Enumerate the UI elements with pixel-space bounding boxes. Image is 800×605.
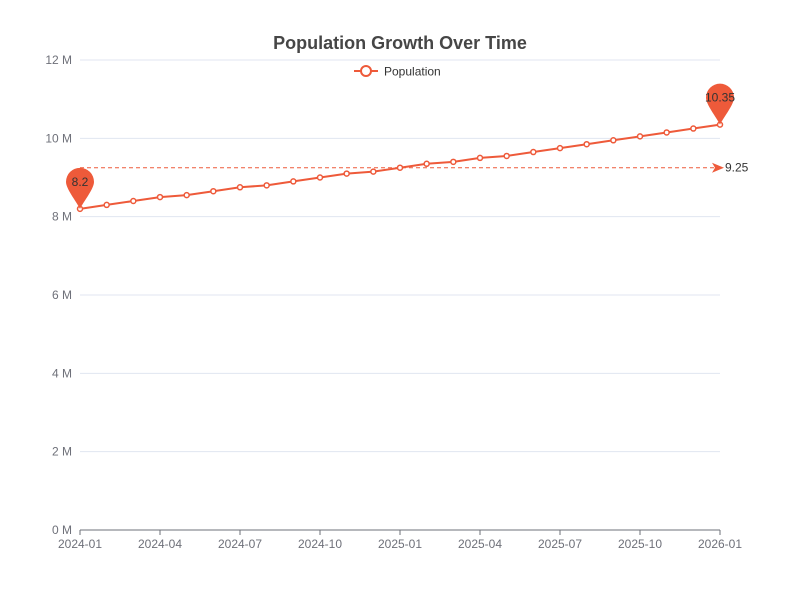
data-point[interactable] [583, 140, 590, 148]
average-line-arrow-icon [712, 162, 724, 173]
data-point[interactable] [236, 184, 244, 191]
data-point[interactable] [476, 154, 484, 162]
data-point[interactable] [210, 187, 217, 195]
x-tick-label: 2024-04 [138, 537, 182, 551]
data-point[interactable] [316, 174, 324, 181]
legend-label: Population [384, 65, 441, 79]
data-point[interactable] [450, 158, 457, 166]
x-tick-label: 2025-01 [378, 537, 422, 551]
data-point[interactable] [370, 168, 377, 175]
data-point[interactable] [183, 191, 190, 199]
data-point[interactable] [343, 170, 350, 177]
max-value-pin-label: 10.35 [705, 91, 735, 105]
min-value-pin-label: 8.2 [72, 175, 89, 189]
data-point[interactable] [423, 160, 430, 168]
max-value-pin-icon [706, 83, 734, 125]
x-tick-label: 2024-10 [298, 537, 342, 551]
x-tick-label: 2024-07 [218, 537, 262, 551]
x-tick-label: 2025-10 [618, 537, 662, 551]
data-point[interactable] [130, 197, 137, 205]
legend[interactable]: Population [354, 65, 441, 79]
legend-marker-icon [360, 65, 372, 77]
data-point[interactable] [263, 182, 270, 189]
y-tick-label: 12 M [45, 53, 72, 67]
series-population [76, 121, 724, 213]
y-tick-label: 2 M [52, 445, 72, 459]
x-axis: 2024-01 2024-04 2024-07 2024-10 2025-01 2025-… [58, 529, 742, 551]
data-point[interactable] [396, 164, 404, 171]
x-tick-label: 2025-04 [458, 537, 502, 551]
data-point[interactable] [156, 193, 164, 201]
extreme-value-pins: 8.2 10.35 [66, 83, 735, 209]
x-tick-label: 2026-01 [698, 537, 742, 551]
y-tick-label: 8 M [52, 210, 72, 224]
y-tick-label: 6 M [52, 288, 72, 302]
x-tick-label: 2025-07 [538, 537, 582, 551]
data-point[interactable] [663, 129, 670, 136]
data-point[interactable] [103, 201, 110, 209]
y-tick-label: 10 M [45, 131, 72, 145]
data-point[interactable] [290, 178, 297, 185]
data-point[interactable] [610, 137, 617, 144]
grid-lines [80, 59, 720, 453]
data-point[interactable] [556, 144, 564, 152]
y-tick-label: 0 M [52, 523, 72, 537]
y-axis: 0 M 2 M 4 M 6 M 8 M 10 M 12 M [45, 53, 72, 537]
data-point[interactable] [503, 152, 510, 160]
average-line: 9.25 [80, 161, 749, 175]
data-point[interactable] [690, 125, 697, 132]
data-point[interactable] [530, 148, 537, 156]
average-line-label: 9.25 [725, 161, 749, 175]
min-value-pin-icon [66, 167, 94, 209]
chart-title: Population Growth Over Time [273, 33, 527, 53]
data-point[interactable] [636, 133, 644, 140]
y-tick-label: 4 M [52, 366, 72, 380]
x-tick-label: 2024-01 [58, 537, 102, 551]
